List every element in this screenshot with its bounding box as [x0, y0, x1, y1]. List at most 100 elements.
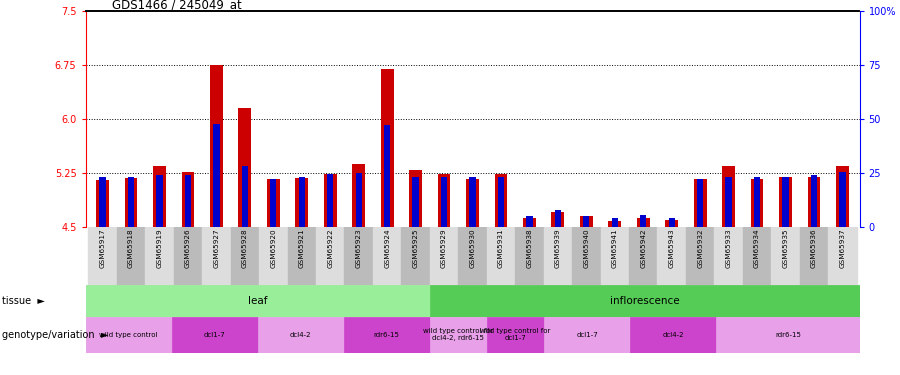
Bar	[742, 227, 771, 285]
Text: dcl4-2: dcl4-2	[662, 332, 684, 338]
Text: GSM65929: GSM65929	[441, 229, 447, 268]
Bar	[172, 317, 257, 352]
Text: GSM65930: GSM65930	[470, 229, 475, 268]
Bar	[430, 227, 458, 285]
Text: GSM65933: GSM65933	[725, 229, 732, 268]
Text: GSM65921: GSM65921	[299, 229, 305, 268]
Bar	[694, 179, 706, 227]
Bar	[608, 221, 621, 227]
Text: GSM65919: GSM65919	[157, 229, 163, 268]
Bar	[771, 227, 800, 285]
Bar	[725, 177, 732, 227]
Text: GSM65931: GSM65931	[498, 229, 504, 268]
Bar	[327, 174, 333, 227]
Bar	[437, 174, 450, 227]
Text: GSM65936: GSM65936	[811, 229, 817, 268]
Text: inflorescence: inflorescence	[609, 296, 680, 306]
Bar	[174, 227, 203, 285]
Bar	[495, 174, 508, 227]
Text: GSM65942: GSM65942	[640, 229, 646, 268]
Text: tissue  ►: tissue ►	[2, 296, 45, 306]
Bar	[722, 166, 735, 227]
Bar	[381, 69, 393, 227]
Bar	[515, 227, 544, 285]
Bar	[153, 166, 166, 227]
Bar	[526, 216, 533, 227]
Bar	[210, 65, 223, 227]
Text: GSM65918: GSM65918	[128, 229, 134, 268]
Bar	[88, 227, 117, 285]
Bar	[117, 227, 145, 285]
Bar	[782, 177, 788, 227]
Bar	[580, 216, 593, 227]
Bar	[441, 177, 447, 227]
Bar	[257, 317, 344, 352]
Bar	[697, 179, 703, 227]
Text: wild type control for
dcl4-2, rdr6-15: wild type control for dcl4-2, rdr6-15	[423, 328, 493, 341]
Bar	[267, 179, 280, 227]
Bar	[458, 227, 487, 285]
Bar	[779, 177, 792, 227]
Bar	[145, 227, 174, 285]
Text: GSM65924: GSM65924	[384, 229, 390, 268]
Bar	[96, 180, 109, 227]
Text: GSM65923: GSM65923	[356, 229, 362, 268]
Text: GSM65934: GSM65934	[754, 229, 760, 268]
Bar	[238, 108, 251, 227]
Bar	[384, 125, 391, 227]
Bar	[552, 212, 564, 227]
Bar	[807, 177, 821, 227]
Text: rdr6-15: rdr6-15	[374, 332, 400, 338]
Bar	[410, 170, 422, 227]
Bar	[487, 317, 544, 352]
Text: dcl1-7: dcl1-7	[576, 332, 598, 338]
Bar	[344, 317, 429, 352]
Bar	[754, 177, 760, 227]
Text: genotype/variation  ►: genotype/variation ►	[2, 330, 108, 340]
Bar	[373, 227, 401, 285]
Bar	[259, 227, 287, 285]
Bar	[352, 164, 365, 227]
Bar	[287, 227, 316, 285]
Bar	[324, 174, 337, 227]
Text: GSM65927: GSM65927	[213, 229, 220, 268]
Bar	[669, 218, 675, 227]
Text: GSM65926: GSM65926	[184, 229, 191, 268]
Bar	[629, 227, 658, 285]
Text: dcl4-2: dcl4-2	[290, 332, 311, 338]
Bar	[640, 214, 646, 227]
Text: GSM65917: GSM65917	[100, 229, 105, 268]
Bar	[202, 227, 230, 285]
Bar	[554, 210, 561, 227]
Text: GSM65943: GSM65943	[669, 229, 675, 268]
Text: GSM65922: GSM65922	[328, 229, 333, 268]
Bar	[213, 124, 220, 227]
Text: GSM65928: GSM65928	[242, 229, 248, 268]
Bar	[412, 177, 418, 227]
Bar	[86, 285, 429, 317]
Bar	[686, 227, 715, 285]
Bar	[544, 227, 572, 285]
Bar	[86, 317, 172, 352]
Bar	[665, 220, 678, 227]
Bar	[630, 317, 716, 352]
Bar	[270, 179, 276, 227]
Bar	[498, 177, 504, 227]
Bar	[523, 218, 536, 227]
Bar	[401, 227, 430, 285]
Bar	[583, 216, 590, 227]
Bar	[316, 227, 345, 285]
Bar	[800, 227, 828, 285]
Bar	[572, 227, 600, 285]
Bar	[715, 227, 742, 285]
Bar	[429, 285, 860, 317]
Bar	[612, 218, 618, 227]
Bar	[470, 177, 475, 227]
Bar	[828, 227, 857, 285]
Text: GSM65932: GSM65932	[698, 229, 703, 268]
Bar	[637, 218, 650, 227]
Bar	[836, 166, 849, 227]
Text: leaf: leaf	[248, 296, 267, 306]
Bar	[99, 177, 105, 227]
Bar	[811, 175, 817, 227]
